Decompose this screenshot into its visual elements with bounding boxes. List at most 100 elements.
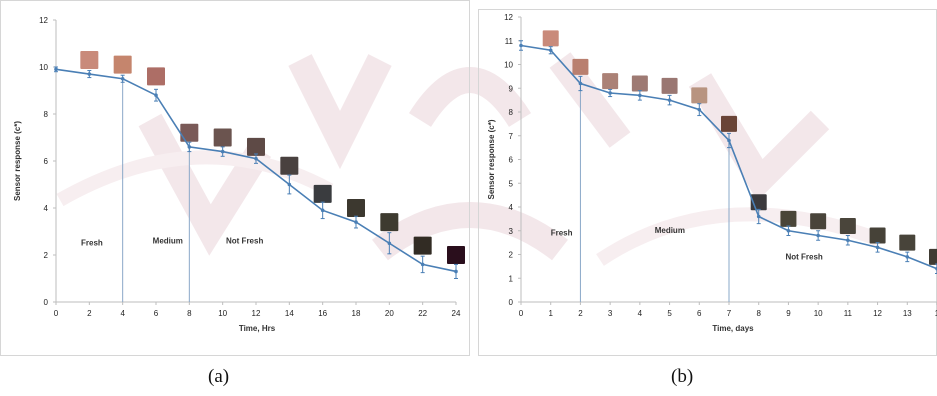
color-swatch [213, 128, 232, 147]
x-tick-label: 0 [54, 309, 59, 318]
data-point [54, 67, 58, 72]
x-tick-label: 6 [154, 309, 159, 318]
data-point [454, 269, 458, 274]
color-swatch [721, 115, 737, 132]
data-point [420, 262, 425, 267]
data-point [667, 98, 672, 102]
x-tick-label: 22 [418, 309, 427, 318]
region-label: Fresh [551, 229, 573, 238]
region-label: Medium [655, 226, 685, 235]
x-tick-label: 10 [218, 309, 227, 318]
x-tick-label: 8 [187, 309, 192, 318]
color-swatch [602, 73, 619, 90]
y-tick-label: 9 [509, 84, 514, 93]
color-swatch [572, 58, 589, 75]
y-tick-label: 10 [39, 63, 48, 72]
data-point [905, 255, 910, 259]
color-swatch [447, 246, 465, 264]
y-tick-label: 3 [509, 227, 514, 236]
panel-b-caption: (b) [671, 366, 694, 387]
region-label: Not Fresh [226, 236, 263, 245]
color-swatch [113, 55, 132, 74]
data-point [154, 93, 158, 97]
y-tick-label: 6 [509, 156, 514, 165]
chart-b-frame [478, 9, 937, 356]
x-tick-label: 16 [318, 309, 327, 318]
y-tick-label: 12 [39, 16, 48, 25]
region-label: Fresh [81, 239, 103, 248]
data-point [786, 228, 791, 233]
y-tick-label: 2 [509, 251, 514, 260]
data-point [354, 220, 358, 224]
y-tick-label: 4 [44, 204, 49, 213]
panel-a-caption: (a) [208, 366, 230, 387]
x-tick-label: 6 [697, 309, 702, 318]
y-axis-title: Sensor response (c*) [13, 121, 22, 201]
y-tick-label: 8 [44, 110, 49, 119]
data-point [320, 208, 325, 213]
color-swatch [380, 213, 399, 232]
chart-a-frame [0, 0, 470, 356]
data-point [846, 238, 850, 243]
x-tick-label: 4 [638, 309, 643, 318]
x-tick-label: 9 [786, 309, 791, 318]
color-swatch [313, 184, 332, 203]
x-tick-label: 13 [903, 309, 912, 318]
x-tick-label: 12 [252, 309, 261, 318]
data-point [816, 233, 820, 238]
x-tick-label: 2 [87, 309, 92, 318]
color-swatch [810, 213, 827, 230]
color-swatch [691, 87, 708, 104]
x-tick-label: 11 [844, 309, 853, 318]
data-point [187, 145, 192, 149]
y-tick-label: 2 [44, 251, 49, 260]
color-swatch [147, 67, 165, 86]
region-label: Not Fresh [785, 252, 822, 261]
color-swatch [839, 218, 856, 234]
x-tick-label: 1 [935, 309, 937, 318]
x-tick-label: 12 [873, 309, 882, 318]
data-point [254, 156, 258, 161]
data-point [120, 76, 125, 81]
y-axis-title: Sensor response (c*) [487, 119, 496, 199]
data-point [387, 241, 392, 246]
data-point [287, 182, 292, 187]
data-point [638, 93, 642, 98]
color-swatch [780, 210, 797, 227]
data-point [548, 48, 553, 53]
color-swatch [413, 236, 432, 255]
y-tick-label: 7 [509, 132, 514, 141]
color-swatch [280, 156, 299, 175]
x-tick-label: 20 [385, 309, 394, 318]
data-point [697, 107, 702, 112]
x-tick-label: 3 [608, 309, 613, 318]
x-axis-title: Time, Hrs [239, 324, 276, 333]
x-tick-label: 7 [727, 309, 732, 318]
color-swatch [80, 50, 99, 69]
x-tick-label: 10 [814, 309, 823, 318]
color-swatch [247, 137, 265, 156]
x-tick-label: 18 [352, 309, 361, 318]
data-point [756, 214, 761, 219]
y-tick-label: 10 [504, 61, 513, 70]
x-tick-label: 5 [667, 309, 672, 318]
x-tick-label: 0 [519, 309, 524, 318]
chart-panel-b: 01234567891011120123456789101112131Time,… [478, 9, 937, 356]
region-label: Medium [153, 236, 183, 245]
color-swatch [899, 234, 916, 251]
data-point [578, 81, 583, 86]
color-swatch [929, 248, 937, 265]
y-tick-label: 1 [509, 274, 514, 283]
data-point [608, 91, 612, 95]
color-swatch [347, 199, 365, 217]
data-point [220, 149, 225, 154]
color-swatch [180, 123, 199, 142]
color-swatch [661, 77, 678, 94]
y-tick-label: 0 [44, 298, 49, 307]
y-tick-label: 11 [505, 37, 514, 46]
x-tick-label: 14 [285, 309, 294, 318]
y-tick-label: 6 [44, 157, 49, 166]
color-swatch [631, 75, 648, 92]
y-tick-label: 12 [504, 13, 513, 22]
